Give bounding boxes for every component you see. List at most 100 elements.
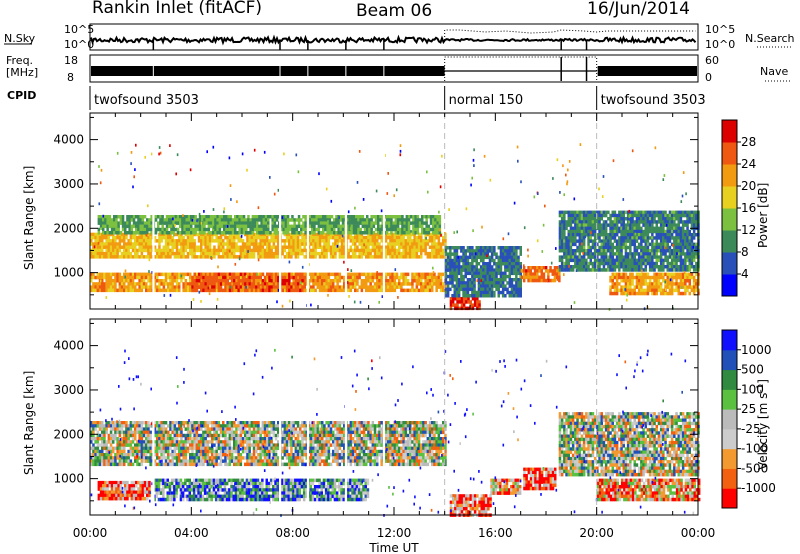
data-cell — [141, 224, 145, 229]
data-cell — [515, 252, 518, 256]
data-cell — [274, 279, 278, 283]
data-cell — [434, 218, 437, 222]
data-cell — [227, 231, 230, 235]
data-cell — [529, 272, 532, 276]
data-cell — [348, 231, 351, 235]
nsky-panel — [89, 23, 699, 51]
data-cell — [271, 221, 274, 225]
data-cell — [98, 288, 102, 293]
data-cell — [367, 242, 370, 246]
data-cell — [180, 272, 183, 277]
data-cell — [90, 255, 93, 259]
data-cell — [644, 261, 647, 266]
data-cell — [477, 281, 481, 285]
data-cell — [679, 239, 683, 243]
data-cell — [515, 290, 518, 295]
data-cell — [413, 245, 416, 249]
data-cell — [193, 248, 196, 253]
data-cell — [198, 218, 202, 222]
data-cell — [153, 245, 157, 249]
data-cell — [150, 221, 153, 225]
data-cell — [624, 223, 628, 227]
data-cell — [425, 221, 428, 225]
data-cell — [596, 236, 599, 240]
data-cell — [324, 224, 327, 229]
data-cell — [314, 245, 317, 249]
data-cell — [462, 252, 465, 256]
data-cell — [692, 223, 696, 227]
data-cell — [323, 242, 326, 246]
data-cell — [193, 275, 196, 280]
data-cell — [224, 282, 227, 286]
data-cell — [571, 226, 575, 231]
data-cell — [600, 233, 603, 237]
data-cell — [109, 275, 113, 280]
data-cell — [291, 227, 294, 232]
data-cell — [611, 275, 614, 280]
data-cell — [268, 239, 271, 243]
data-cell — [230, 251, 234, 256]
data-cell — [230, 279, 234, 283]
data-cell — [233, 242, 236, 246]
data-cell — [490, 246, 494, 250]
data-cell — [563, 220, 566, 224]
data-cell — [182, 288, 185, 293]
data-cell — [462, 284, 465, 288]
data-cell — [352, 218, 356, 222]
data-cell — [642, 223, 645, 227]
data-cell — [626, 268, 630, 272]
data-cell — [319, 221, 323, 225]
data-cell — [369, 239, 372, 243]
data-cell — [371, 272, 375, 277]
data-cell — [424, 288, 427, 293]
data-cell — [123, 285, 126, 289]
data-cell — [350, 221, 354, 225]
data-cell — [340, 235, 344, 240]
data-cell — [234, 215, 237, 219]
data-cell — [261, 282, 265, 286]
data-cell — [141, 227, 145, 232]
data-cell — [391, 248, 394, 253]
data-cell — [206, 242, 210, 246]
data-cell — [318, 275, 322, 280]
data-cell — [215, 272, 218, 277]
data-cell — [225, 227, 228, 232]
data-cell — [486, 255, 489, 260]
data-cell — [308, 218, 312, 222]
data-cell — [486, 278, 489, 282]
data-cell — [401, 215, 404, 219]
data-cell — [206, 272, 210, 277]
data-cell — [248, 272, 251, 277]
data-cell — [196, 224, 200, 229]
data-cell — [371, 245, 375, 249]
data-cell — [399, 215, 402, 219]
data-cell — [252, 288, 256, 293]
data-cell — [473, 255, 476, 260]
data-cell — [460, 271, 463, 276]
data-cell — [626, 210, 630, 215]
data-cell — [664, 210, 667, 215]
data-cell — [323, 235, 326, 240]
data-cell — [219, 242, 223, 246]
data-cell — [140, 285, 144, 289]
data-cell — [495, 265, 498, 269]
data-cell — [598, 261, 601, 266]
data-cell — [631, 229, 634, 234]
data-cell — [515, 246, 518, 250]
data-cell — [294, 275, 298, 280]
data-cell — [289, 227, 292, 232]
data-cell — [558, 242, 562, 247]
data-cell — [109, 239, 113, 243]
data-cell — [202, 251, 205, 256]
data-cell — [354, 251, 357, 256]
data-cell — [282, 231, 285, 235]
data-cell — [369, 275, 372, 280]
data-cell — [462, 297, 466, 301]
data-cell — [182, 239, 185, 243]
data-cell — [369, 248, 372, 253]
data-cell — [593, 217, 597, 221]
data-cell — [90, 251, 93, 256]
data-cell — [435, 285, 438, 289]
data-cell — [655, 265, 658, 269]
data-cell — [596, 268, 599, 272]
